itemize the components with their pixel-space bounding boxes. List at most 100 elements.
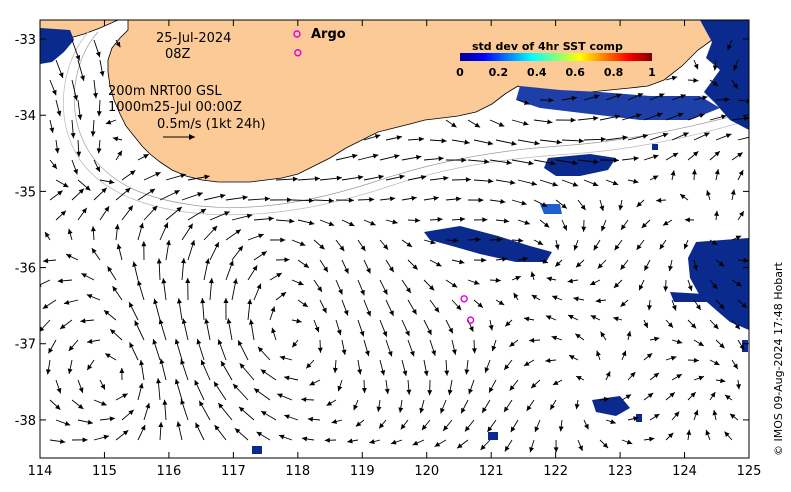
current-vector [49,159,58,170]
current-vector [511,276,521,281]
current-vector [687,391,697,401]
current-vector [181,223,194,241]
colorbar-tick-label: 0 [456,66,464,79]
current-vector [194,379,205,401]
date-label-line2: 08Z [165,47,191,62]
current-vector [643,352,653,361]
current-vector [429,299,440,313]
current-vector [341,175,364,181]
current-vector [683,239,689,250]
current-vector [714,169,720,181]
current-vector [551,335,563,341]
current-vector [187,239,196,261]
current-vector [481,399,491,414]
current-vector [649,372,660,381]
current-vector [379,279,388,295]
current-vector [555,117,576,123]
current-vector [423,279,435,291]
current-vector [561,219,568,231]
current-vector [511,237,524,243]
current-vector [49,399,61,410]
current-vector [715,97,730,103]
current-vector [517,256,528,262]
current-vector [737,299,748,309]
current-vector [363,134,381,141]
current-vector [464,359,470,375]
current-vector [357,319,365,337]
current-vector [132,261,139,281]
current-vector [429,217,443,222]
current-vector [530,379,541,389]
current-vector [429,339,437,356]
current-vector [577,159,599,165]
current-vector [141,241,147,261]
current-vector [724,394,733,401]
current-vector [357,359,363,375]
current-vector [319,175,342,181]
current-vector [599,439,609,449]
current-vector [99,379,106,390]
current-vector [599,157,619,163]
current-vector [736,379,741,390]
current-vector [511,119,529,126]
current-vector [445,279,458,288]
current-vector [510,419,519,433]
current-vector [115,39,121,48]
current-vector [187,174,210,181]
current-vector [693,132,710,141]
current-vector [693,95,708,101]
current-vector [49,190,63,201]
current-vector [444,359,450,376]
current-vector [128,301,139,321]
current-vector [539,97,554,103]
current-vector [649,175,659,181]
y-tick-label: -35 [15,185,36,200]
current-vector [445,196,462,202]
current-vector [385,219,398,225]
x-tick-label: 117 [221,464,246,479]
current-vector [671,299,677,311]
current-vector [317,339,323,353]
current-vector [363,174,384,181]
current-vector [137,188,156,201]
current-vector [662,219,673,226]
current-vector [319,219,335,227]
current-vector [691,169,697,181]
current-vector [91,247,101,261]
current-vector [112,136,123,142]
current-vector [429,259,442,267]
current-vector [231,245,244,261]
current-vector [539,179,558,187]
current-vector [92,79,98,99]
current-vector [487,419,497,433]
current-vector [153,298,161,321]
current-vector [693,339,705,347]
current-vector [621,394,632,401]
current-vector [663,279,669,292]
current-vector [495,299,505,306]
current-vector [200,359,211,381]
current-vector [573,296,585,302]
current-vector [301,436,315,442]
current-vector [269,306,276,321]
current-vector [687,319,697,329]
current-vector [596,350,601,361]
current-vector [401,195,417,201]
current-vector [363,219,376,226]
current-vector [665,355,677,361]
argo-legend-marker [293,30,301,38]
current-vector [526,399,535,412]
current-vector [427,379,433,396]
current-vector [737,339,745,351]
current-vector [260,410,277,421]
current-vector [181,318,189,341]
current-vector [239,362,255,381]
current-vector [533,239,544,246]
current-vector [401,154,422,161]
current-vector [357,239,366,252]
current-vector [627,371,636,381]
current-vector [247,196,270,202]
current-vector [90,119,96,137]
current-vector [237,340,249,361]
current-vector [93,187,108,201]
